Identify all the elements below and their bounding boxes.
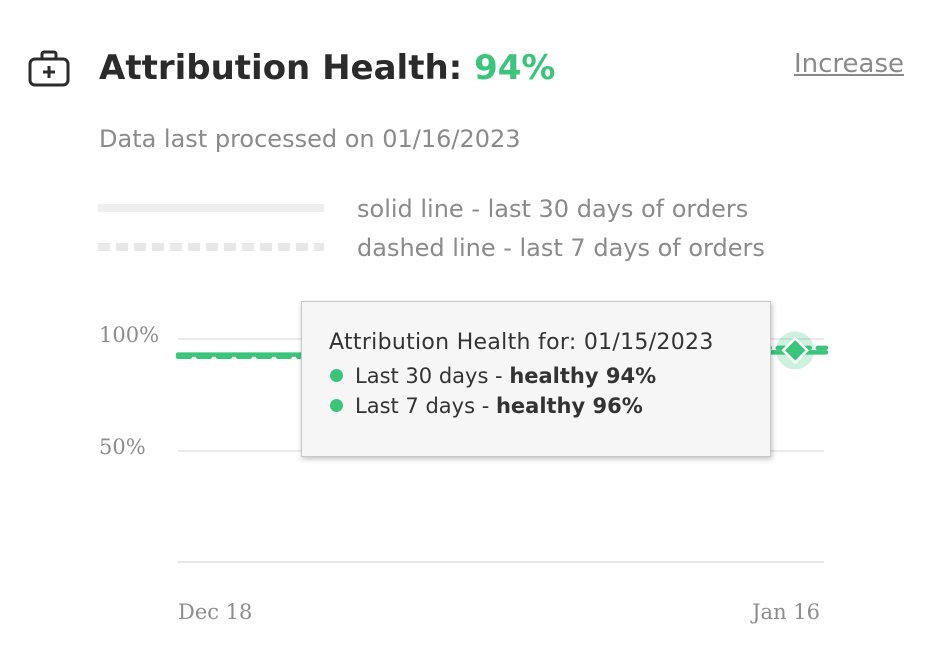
- increase-link[interactable]: Increase: [793, 49, 904, 79]
- chart-tooltip: Attribution Health for: 01/15/2023 Last …: [301, 301, 771, 457]
- legend-solid-label: solid line - last 30 days of orders: [357, 195, 749, 223]
- series-dot-icon: [330, 399, 343, 412]
- health-percentage: 94%: [474, 48, 556, 88]
- y-tick-label: 100%: [99, 323, 159, 347]
- y-tick-label: 50%: [99, 435, 146, 459]
- series-dot-icon: [330, 369, 343, 382]
- tooltip-row-value: healthy 94%: [509, 364, 657, 388]
- solid-line-swatch: [98, 204, 324, 212]
- tooltip-row-value: healthy 96%: [495, 394, 643, 418]
- tooltip-row-7-days: Last 7 days - healthy 96%: [330, 394, 643, 418]
- x-tick-label: Dec 18: [178, 600, 252, 624]
- x-tick-label: Jan 16: [750, 600, 820, 624]
- first-aid-kit-icon: [28, 50, 70, 87]
- title-label: Attribution Health:: [99, 48, 463, 88]
- page-title: Attribution Health: 94%: [99, 46, 556, 90]
- tooltip-row-label: Last 7 days -: [355, 394, 496, 418]
- tooltip-row-label: Last 30 days -: [355, 364, 510, 388]
- legend-dashed-label: dashed line - last 7 days of orders: [357, 234, 765, 262]
- tooltip-row-30-days: Last 30 days - healthy 94%: [330, 364, 656, 388]
- dashed-line-swatch: [98, 243, 324, 251]
- highlighted-data-point[interactable]: [781, 336, 809, 365]
- tooltip-title: Attribution Health for: 01/15/2023: [329, 330, 714, 355]
- last-processed-text: Data last processed on 01/16/2023: [99, 125, 521, 153]
